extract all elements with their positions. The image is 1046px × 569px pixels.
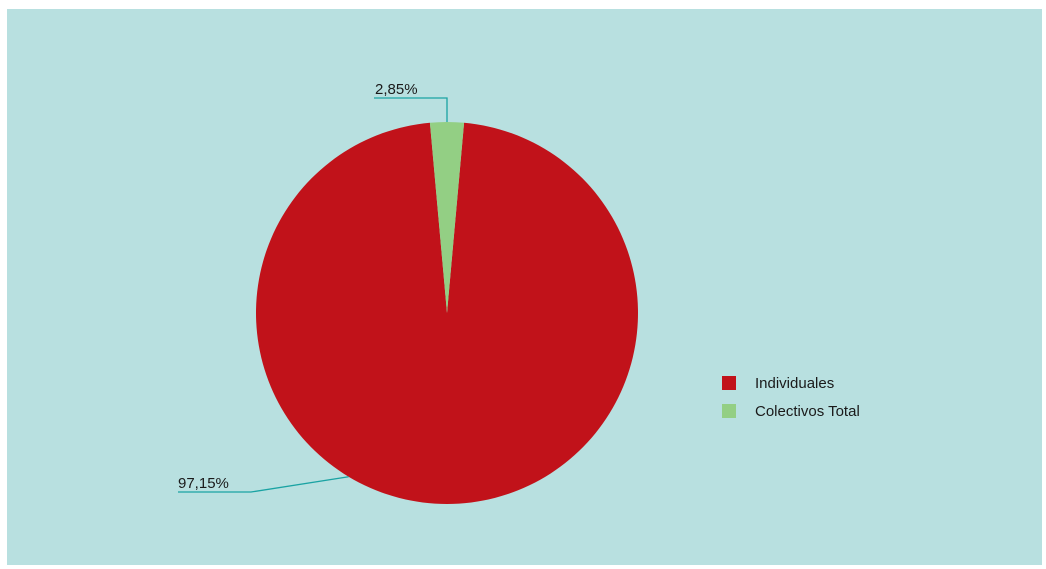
legend-label: Individuales bbox=[755, 375, 834, 392]
slice-individuales bbox=[256, 122, 639, 504]
pie-slices bbox=[256, 122, 639, 504]
legend-swatch bbox=[722, 376, 736, 390]
legend-label: Colectivos Total bbox=[755, 403, 860, 420]
leader-line-individuales bbox=[178, 476, 349, 493]
data-label-colectivos-total: 2,85% bbox=[375, 81, 418, 98]
legend: Individuales Colectivos Total bbox=[722, 375, 860, 420]
data-labels: 97,15% 2,85% bbox=[178, 81, 418, 492]
leader-line-colectivos-total bbox=[374, 97, 448, 122]
leader-lines bbox=[178, 97, 448, 493]
legend-item-individuales: Individuales bbox=[722, 375, 834, 392]
legend-swatch bbox=[722, 404, 736, 418]
data-label-individuales: 97,15% bbox=[178, 475, 229, 492]
legend-item-colectivos-total: Colectivos Total bbox=[722, 403, 860, 420]
slice-colectivos-total bbox=[429, 122, 465, 313]
